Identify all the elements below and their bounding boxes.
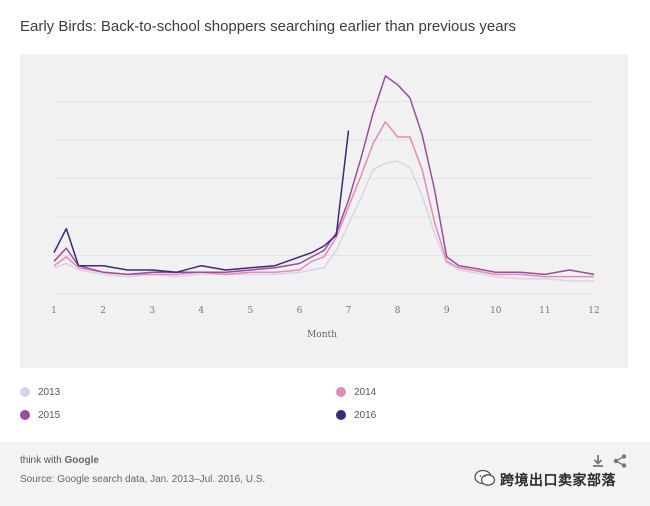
series-line-2015 [53, 75, 595, 276]
line-chart: 1 2 3 4 5 6 7 8 9 10 11 12 Month [51, 75, 600, 340]
chart-title: Early Birds: Back-to-school shoppers sea… [20, 18, 517, 35]
x-tick-label: 9 [444, 306, 450, 316]
x-tick-labels: 1 2 3 4 5 6 7 8 9 10 11 12 [51, 306, 600, 316]
x-tick-label: 4 [198, 306, 204, 316]
legend-item-2016[interactable]: 2016 [336, 407, 376, 423]
wechat-icon [474, 469, 496, 492]
legend-item-2013[interactable]: 2013 [20, 384, 60, 400]
legend-label: 2015 [38, 409, 61, 421]
series-lines [53, 75, 595, 282]
download-icon[interactable] [590, 453, 606, 469]
series-line-2014 [53, 121, 594, 278]
x-tick-label: 2 [100, 306, 106, 316]
x-tick-label: 6 [297, 306, 303, 316]
footer: think with Google Source: Google search … [0, 442, 650, 506]
watermark-text: 跨境出口卖家部落 [500, 472, 616, 488]
watermark: 跨境出口卖家部落 [474, 469, 616, 491]
share-icon[interactable] [612, 453, 628, 469]
plot-panel: 1 2 3 4 5 6 7 8 9 10 11 12 Month [20, 54, 628, 368]
legend-swatch [336, 387, 346, 397]
x-tick-label: 10 [490, 306, 502, 316]
x-axis-label: Month [307, 330, 337, 340]
brand-prefix: think with [20, 455, 65, 466]
x-tick-label: 8 [395, 306, 401, 316]
brand-name: Google [64, 455, 99, 466]
legend-swatch [20, 410, 30, 420]
x-tick-label: 1 [51, 306, 57, 316]
source-note: Source: Google search data, Jan. 2013–Ju… [20, 474, 266, 485]
series-line-2016 [53, 130, 350, 273]
brand-logo: think with Google [20, 455, 99, 466]
legend-swatch [20, 387, 30, 397]
legend-label: 2016 [354, 409, 377, 421]
grid [54, 101, 594, 295]
x-tick-label: 7 [346, 306, 352, 316]
x-tick-label: 11 [539, 306, 550, 316]
x-tick-label: 5 [247, 306, 253, 316]
x-tick-label: 12 [588, 306, 599, 316]
legend-label: 2014 [354, 386, 377, 398]
legend-swatch [336, 410, 346, 420]
legend-item-2014[interactable]: 2014 [336, 384, 376, 400]
legend-label: 2013 [38, 386, 61, 398]
x-tick-label: 3 [149, 306, 155, 316]
legend-item-2015[interactable]: 2015 [20, 407, 60, 423]
